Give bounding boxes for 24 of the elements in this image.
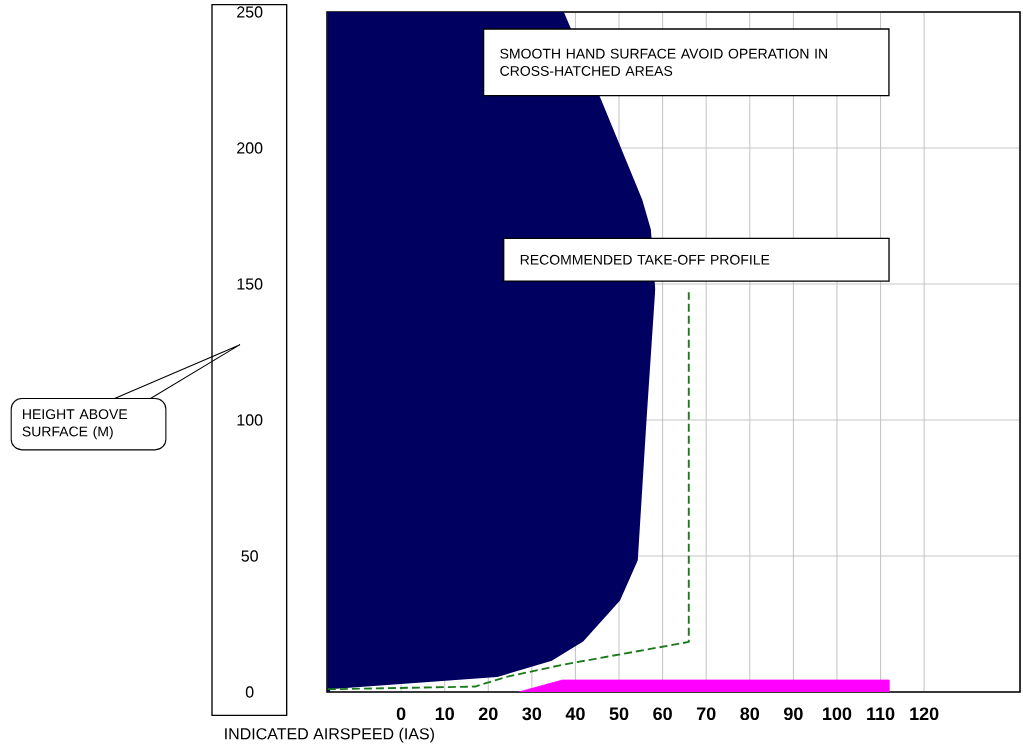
x-tick-label: 90 — [783, 707, 803, 721]
x-tick-label: 20 — [478, 707, 498, 721]
x-tick-label: 30 — [522, 707, 542, 721]
line-series — [327, 291, 690, 691]
annotation: RECOMMENDED TAKE-OFF PROFILE — [520, 254, 770, 265]
x-tick-label: 0 — [396, 707, 406, 721]
x-tick-label: 100 — [823, 707, 852, 721]
x-tick-label: 60 — [653, 707, 672, 721]
y-tick-label: 50 — [241, 550, 258, 562]
y-tick-label: 250 — [237, 6, 263, 18]
x-tick-label: 10 — [435, 707, 454, 721]
x-tick-label: 120 — [910, 707, 939, 721]
x-tick-label: 40 — [565, 707, 585, 721]
y-tick-label: 150 — [237, 278, 263, 290]
y-tick-label: 0 — [245, 686, 254, 698]
x-tick-label: 70 — [696, 707, 716, 721]
x-tick-label: 110 — [867, 707, 895, 721]
y-tick-label: 100 — [237, 414, 263, 426]
y-tick-label: 200 — [237, 142, 263, 154]
annotation: SMOOTH HAND SURFACE AVOID OPERATION IN CROSS-HATCHED AREAS — [500, 48, 827, 76]
x-axis-title: INDICATED AIRSPEED (IAS) — [225, 727, 434, 743]
x-tick-label: 50 — [609, 707, 629, 721]
text: HEIGHT ABOVE SURFACE (M) — [22, 409, 128, 440]
x-tick-label: 80 — [740, 707, 760, 721]
